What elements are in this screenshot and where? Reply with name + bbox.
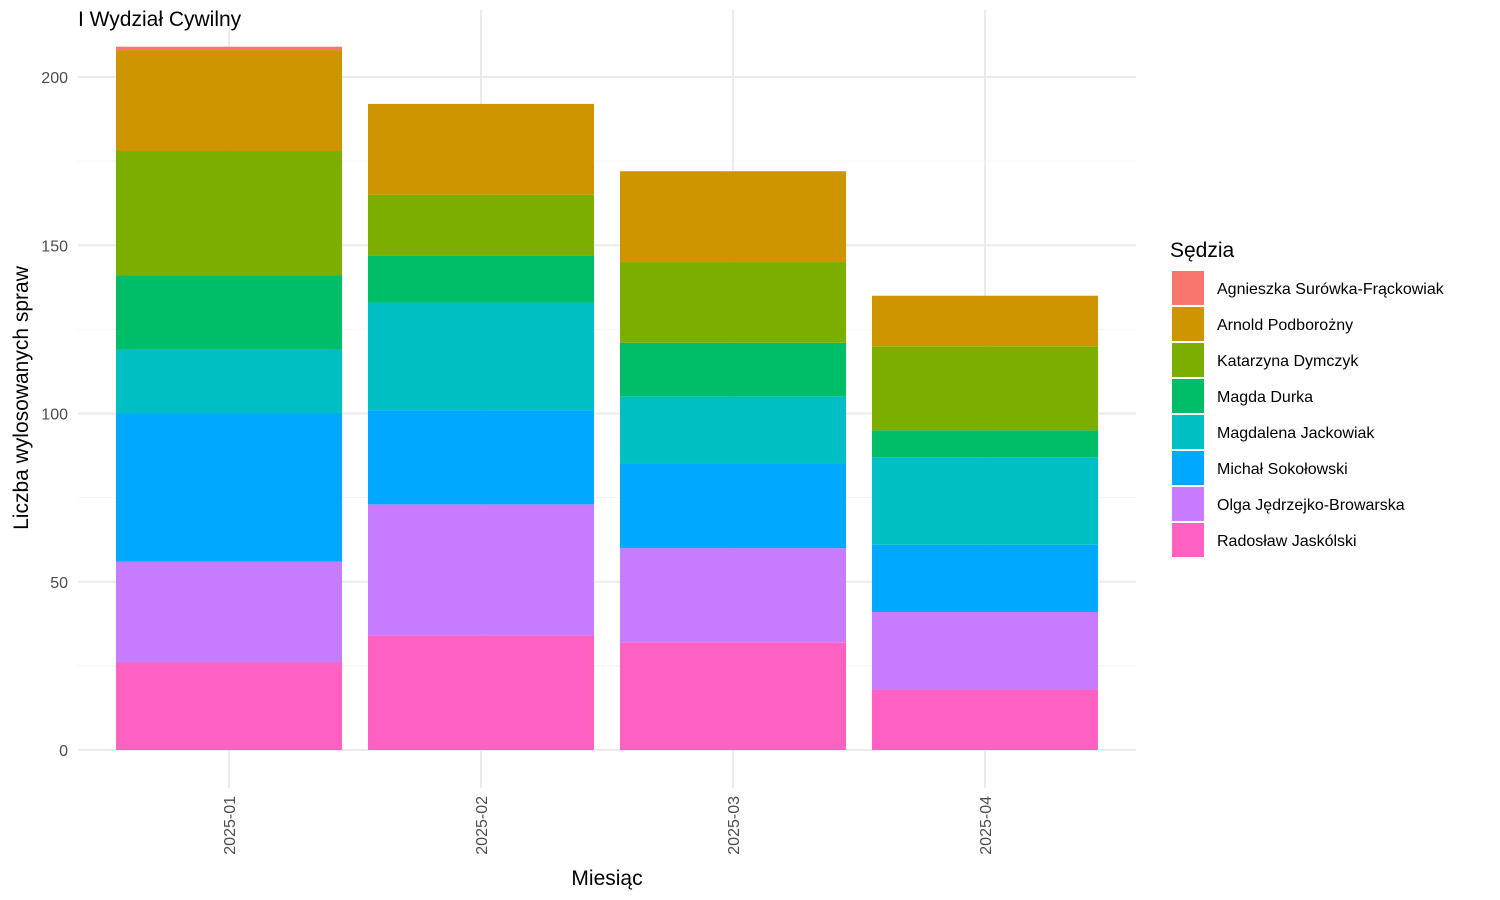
bar-segment [620,342,846,397]
bar-segment [620,463,846,549]
legend-swatch [1172,415,1204,449]
y-tick-label: 50 [50,575,68,592]
bar-segment [872,295,1098,347]
bar-segment [116,561,342,663]
legend-label: Arnold Podborożny [1217,317,1353,334]
bar-segment [116,413,342,562]
legend-label: Michał Sokołowski [1217,461,1348,478]
bar-segment [368,504,594,636]
bar-segment [872,544,1098,613]
legend-title: Sędzia [1170,239,1235,262]
legend-item: Olga Jędrzejko-Browarska [1172,487,1405,521]
legend-item: Radosław Jaskólski [1172,523,1357,557]
legend-item: Magda Durka [1172,379,1313,413]
bar-segment [116,349,342,414]
axis-layer: 0 50 100 150 200 2025-01 2025-02 2025-03 2025-04 [41,70,995,855]
legend-item: Katarzyna Dymczyk [1172,343,1359,377]
bar-segment [116,50,342,152]
bar-segment [620,171,846,263]
bar-segment [368,103,594,195]
x-tick-label: 2025-04 [978,796,995,855]
legend-item: Agnieszka Surówka-Frąckowiak [1172,271,1445,305]
bar-segment [368,302,594,411]
bar-segment [620,642,846,750]
legend-item: Magdalena Jackowiak [1172,415,1375,449]
bar-segment [620,396,846,464]
bar-segment [620,262,846,343]
legend-swatch [1172,379,1204,413]
y-tick-label: 150 [41,238,68,255]
legend-swatch [1172,487,1204,521]
y-tick-label: 200 [41,70,68,87]
legend-swatch [1172,451,1204,485]
x-axis-title: Miesiąc [571,867,642,890]
legend-swatch [1172,271,1204,305]
bar-segment [872,457,1098,545]
bar-segment [872,612,1098,690]
legend-label: Magdalena Jackowiak [1217,425,1375,442]
bar-segment [872,689,1098,750]
y-axis-title: Liczba wylosowanych spraw [10,265,33,530]
x-tick-label: 2025-02 [474,796,491,855]
legend-item: Michał Sokołowski [1172,451,1348,485]
bar-segment [116,151,342,276]
legend-label: Radosław Jaskólski [1217,533,1357,550]
bar-segment [872,430,1098,458]
legend-swatch [1172,343,1204,377]
legend-layer: Agnieszka Surówka-Frąckowiak Arnold Podbo… [1172,271,1445,557]
bar-segment [116,46,342,51]
x-tick-label: 2025-03 [726,796,743,855]
bar-segment [368,194,594,256]
legend-swatch [1172,307,1204,341]
y-tick-label: 100 [41,407,68,424]
legend-label: Katarzyna Dymczyk [1217,353,1359,370]
legend-label: Agnieszka Surówka-Frąckowiak [1217,281,1445,298]
bars-layer [116,46,1098,750]
bar-segment [116,275,342,350]
legend-swatch [1172,523,1204,557]
bar-segment [368,635,594,750]
chart-title: I Wydział Cywilny [78,8,242,31]
bar-segment [872,346,1098,431]
bar-segment [368,410,594,505]
bar-segment [368,255,594,303]
x-tick-label: 2025-01 [222,796,239,855]
legend-item: Arnold Podborożny [1172,307,1353,341]
legend-label: Olga Jędrzejko-Browarska [1217,497,1405,514]
bar-segment [116,662,342,750]
bar-segment [620,548,846,643]
y-tick-label: 0 [59,743,68,760]
legend-label: Magda Durka [1217,389,1313,406]
